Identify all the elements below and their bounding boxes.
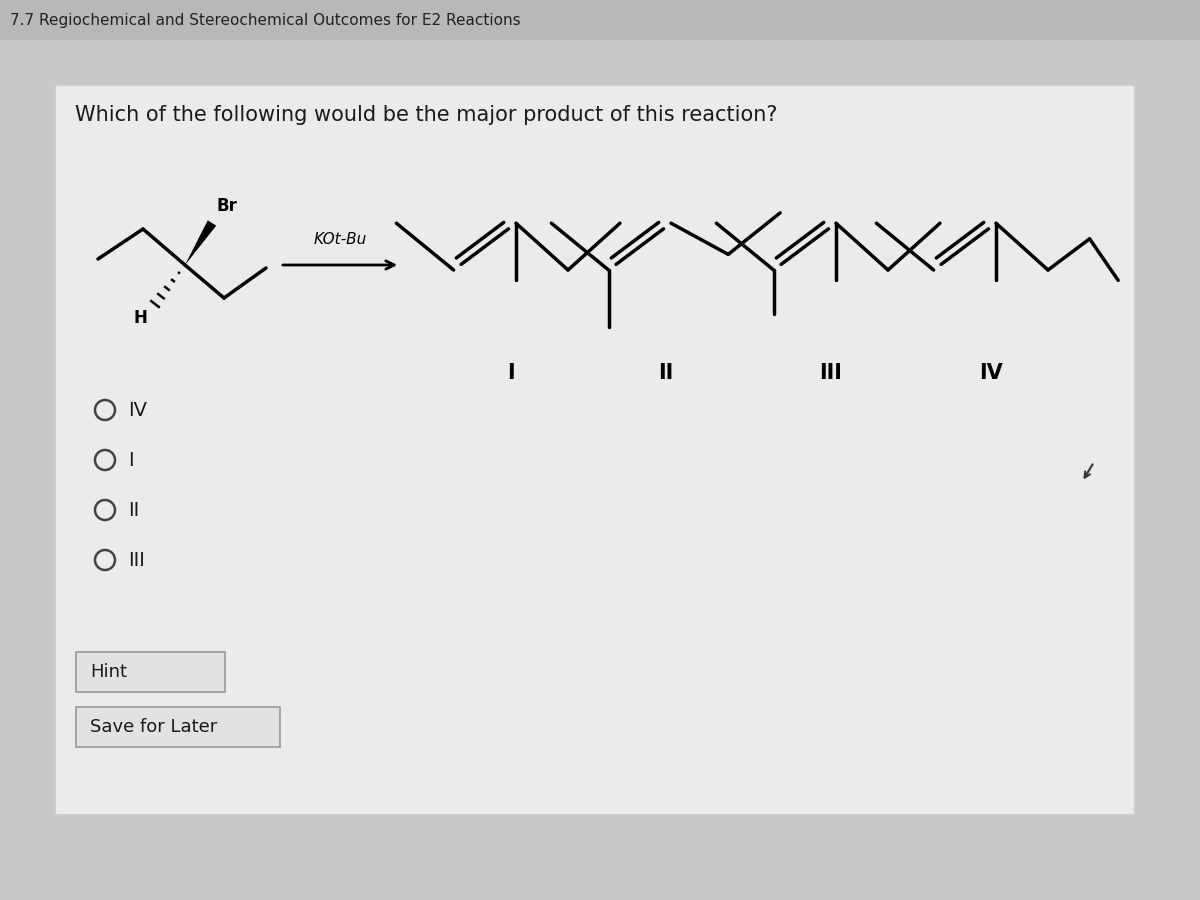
Polygon shape (185, 220, 216, 265)
Text: IV: IV (128, 400, 148, 419)
FancyBboxPatch shape (76, 652, 226, 692)
Text: 7.7 Regiochemical and Stereochemical Outcomes for E2 Reactions: 7.7 Regiochemical and Stereochemical Out… (10, 13, 521, 28)
Text: KOt-Bu: KOt-Bu (313, 232, 367, 247)
FancyBboxPatch shape (55, 85, 1135, 815)
Text: IV: IV (979, 363, 1003, 382)
Text: Hint: Hint (90, 663, 127, 681)
Text: I: I (128, 451, 133, 470)
Text: Br: Br (217, 197, 238, 215)
Text: H: H (133, 309, 148, 327)
Text: III: III (820, 363, 842, 382)
Text: II: II (658, 363, 673, 382)
Text: III: III (128, 551, 145, 570)
Text: Which of the following would be the major product of this reaction?: Which of the following would be the majo… (74, 105, 778, 125)
FancyBboxPatch shape (76, 707, 280, 747)
Text: Save for Later: Save for Later (90, 718, 217, 736)
FancyBboxPatch shape (0, 0, 1200, 40)
Text: II: II (128, 500, 139, 519)
Text: I: I (506, 363, 515, 382)
